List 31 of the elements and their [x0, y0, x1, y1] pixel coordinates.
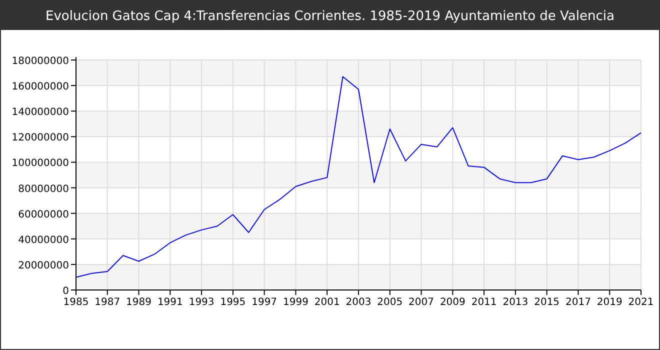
- x-tick-label: 2019: [596, 297, 622, 308]
- y-tick-label: 180000000: [12, 56, 69, 67]
- x-tick-label: 1985: [63, 297, 89, 308]
- chart-title: Evolucion Gatos Cap 4:Transferencias Corrientes. 1985-2019 Ayuntamiento de Valencia: [46, 9, 614, 24]
- x-tick-label: 2021: [628, 297, 654, 308]
- x-tick-label: 1989: [126, 297, 152, 308]
- y-tick-label: 140000000: [12, 107, 69, 118]
- y-tick-label: 120000000: [12, 132, 69, 144]
- line-series: [76, 76, 642, 278]
- x-tick-label: 2001: [314, 297, 340, 308]
- x-tick-label: 1997: [252, 297, 278, 308]
- y-tick-label: 100000000: [12, 158, 69, 170]
- x-tick-label: 1995: [220, 297, 246, 308]
- x-tick-label: 1993: [188, 297, 214, 308]
- y-tick-label: 40000000: [18, 234, 69, 246]
- y-tick-label: 60000000: [18, 209, 69, 220]
- x-tick-label: 2017: [565, 297, 591, 308]
- x-tick-label: 1991: [157, 297, 183, 308]
- y-tick-label: 80000000: [18, 184, 69, 195]
- x-tick-label: 2015: [534, 297, 560, 308]
- x-tick-label: 2011: [471, 297, 497, 308]
- x-tick-label: 1999: [282, 297, 308, 308]
- x-tick-label: 2009: [440, 297, 466, 308]
- y-tick-label: 20000000: [18, 260, 69, 272]
- x-tick-label: 2007: [408, 297, 434, 308]
- x-tick-label: 2003: [346, 297, 372, 308]
- x-tick-label: 2005: [377, 297, 403, 308]
- y-tick-label: 160000000: [12, 82, 69, 93]
- x-tick-label: 1987: [94, 297, 120, 308]
- y-tick-label: 0: [62, 286, 69, 297]
- x-tick-label: 2013: [502, 297, 528, 308]
